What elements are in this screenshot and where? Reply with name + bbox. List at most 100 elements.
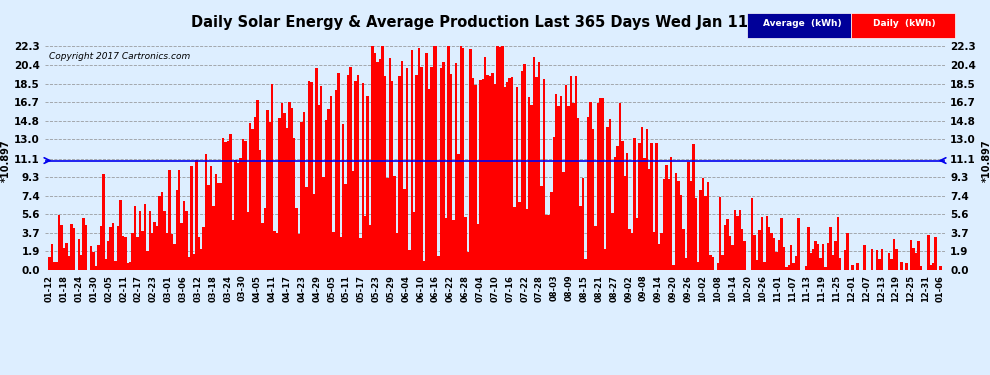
Bar [263,208,266,270]
Bar [210,166,212,270]
Bar [124,237,127,270]
Bar [687,162,690,270]
Bar [538,62,541,270]
Bar [193,254,195,270]
Bar [60,225,63,270]
Bar [281,103,283,270]
Bar [67,256,70,270]
Bar [594,225,597,270]
Bar [820,258,822,270]
Bar [122,236,124,270]
Bar [768,226,770,270]
Bar [888,254,890,270]
Bar [235,160,237,270]
Bar [795,256,797,270]
Bar [660,232,662,270]
Bar [675,173,677,270]
Text: Daily  (kWh): Daily (kWh) [872,19,936,28]
Bar [763,262,765,270]
Bar [547,215,550,270]
Bar [697,262,699,270]
Bar [383,76,386,270]
Bar [202,227,205,270]
Bar [817,244,820,270]
Bar [690,182,692,270]
Bar [366,96,369,270]
Bar [506,82,509,270]
Bar [589,102,592,270]
Bar [685,258,687,270]
Bar [604,249,607,270]
Bar [256,100,258,270]
Bar [531,105,533,270]
Bar [516,87,518,270]
Bar [489,76,491,270]
Bar [454,63,457,270]
Bar [406,68,408,270]
Bar [338,74,340,270]
Bar [783,247,785,270]
Bar [780,218,783,270]
Bar [843,251,846,270]
Bar [308,81,310,270]
Text: Copyright 2017 Cartronics.com: Copyright 2017 Cartronics.com [50,52,190,61]
Bar [491,73,494,270]
Bar [584,260,587,270]
Bar [328,109,330,270]
Bar [376,62,379,270]
Bar [58,215,60,270]
Bar [807,226,810,270]
Bar [631,233,634,270]
Bar [147,251,148,270]
Bar [163,211,165,270]
Bar [132,233,134,270]
Bar [220,183,222,270]
Bar [564,85,567,270]
Bar [333,232,335,270]
Bar [65,243,67,270]
Bar [552,138,555,270]
Bar [148,211,151,270]
Bar [753,235,755,270]
Bar [129,262,132,270]
Bar [704,196,707,270]
Bar [592,129,594,270]
Bar [607,128,609,270]
Bar [401,61,403,270]
Bar [396,233,398,270]
Bar [398,76,401,270]
Bar [183,201,185,270]
Bar [481,80,484,270]
Bar [484,57,486,270]
Bar [918,242,920,270]
Bar [822,244,825,270]
Bar [139,211,142,270]
Bar [792,262,795,270]
Bar [178,170,180,270]
Bar [391,81,393,270]
Bar [207,185,210,270]
Bar [602,98,604,270]
Bar [351,171,354,270]
Bar [910,240,913,270]
Bar [695,198,697,270]
Bar [63,248,65,270]
Bar [158,196,160,270]
Bar [247,212,248,270]
Bar [217,183,220,270]
Bar [440,68,443,270]
Bar [719,197,722,270]
Bar [810,253,812,270]
Bar [151,234,153,270]
Bar [253,117,256,270]
Bar [80,255,82,270]
Bar [92,252,95,270]
Bar [812,249,815,270]
Bar [49,257,50,270]
Bar [305,187,308,270]
Bar [619,103,621,270]
Bar [354,81,356,270]
Bar [699,190,702,270]
Bar [900,262,903,270]
Bar [765,216,768,270]
